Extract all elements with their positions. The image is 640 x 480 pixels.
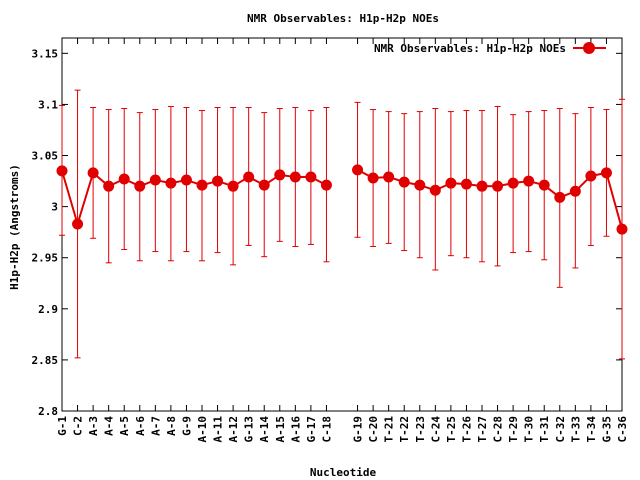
series-line-segment [76,172,95,225]
data-point [149,174,161,186]
x-tick-label: G-9 [180,416,193,436]
data-point [352,164,364,176]
x-tick-label: T-34 [585,416,598,443]
y-tick-label: 3.05 [32,150,59,163]
x-tick-label: T-22 [398,416,411,443]
data-point [56,165,68,177]
x-tick-label: T-27 [476,416,489,443]
series-line-segment [605,172,623,230]
x-tick-label: A-15 [274,416,287,443]
plot-area [61,37,623,412]
series-line-segment [61,170,79,225]
data-point [429,184,441,196]
x-tick-label: T-33 [569,416,582,443]
x-tick-label: G-13 [243,416,256,443]
y-tick-label: 2.85 [32,354,59,367]
x-tick-label: G-17 [305,416,318,443]
x-tick-label: A-12 [227,416,240,443]
error-bars [59,89,625,360]
data-point [554,191,566,203]
data-point [569,185,581,197]
data-point [585,170,597,182]
data-point [196,179,208,191]
data-point [476,180,488,192]
y-tick-label: 3.15 [32,47,59,60]
x-tick-label: T-31 [538,416,551,443]
data-point [243,171,255,183]
data-point [383,171,395,183]
x-tick-label: G-35 [600,416,613,443]
x-tick-label: C-2 [72,416,85,436]
data-point [445,177,457,189]
data-point [87,167,99,179]
axis-ticks [61,38,623,412]
x-tick-labels: G-1 C-2 A-3 A-4 A-5 A-6 A-7 A-8 G-9 A-10 A-11 A-12 G… [56,416,629,443]
data-point [118,173,130,185]
legend: NMR Observables: H1p-H2p NOEs [374,42,606,55]
x-tick-label: T-25 [445,416,458,443]
x-tick-label: A-14 [258,416,271,443]
x-tick-label: C-20 [367,416,380,443]
x-tick-label: C-32 [554,416,567,443]
data-point [398,176,410,188]
x-tick-label: T-21 [383,416,396,443]
data-point [134,180,146,192]
y-tick-label: 2.95 [32,252,59,265]
data-point [460,178,472,190]
x-tick-label: G-1 [56,416,69,436]
y-tick-label: 3 [51,201,58,214]
data-point [180,174,192,186]
data-point [212,175,224,187]
data-point [289,171,301,183]
x-tick-label: T-30 [523,416,536,443]
data-points [56,164,628,235]
series-lines [61,168,623,230]
data-point [274,169,286,181]
data-point [414,179,426,191]
data-point [103,180,115,192]
x-tick-label: A-5 [118,416,131,436]
x-tick-label: G-19 [352,416,365,443]
y-tick-labels: 2.8 2.85 2.9 2.95 3 3.05 3.1 3.15 [32,47,59,418]
x-tick-label: A-6 [134,416,147,436]
data-point [165,177,177,189]
x-tick-label: T-23 [414,416,427,443]
x-tick-label: T-29 [507,416,520,443]
y-axis-title: H1p-H2p (Angstroms) [8,164,21,290]
x-tick-label: C-28 [492,416,505,443]
y-tick-label: 2.9 [38,303,58,316]
y-tick-label: 2.8 [38,405,58,418]
x-tick-label: C-36 [616,416,629,443]
data-point [258,179,270,191]
x-tick-label: T-26 [460,416,473,443]
data-point [538,179,550,191]
x-tick-label: A-10 [196,416,209,443]
x-tick-label: A-8 [165,416,178,436]
chart-title: NMR Observables: H1p-H2p NOEs [247,12,439,25]
x-tick-label: A-7 [149,416,162,436]
data-point [492,180,504,192]
data-point [72,218,84,230]
data-point [305,171,317,183]
data-point [507,177,519,189]
data-point [600,167,612,179]
x-tick-label: C-18 [320,416,333,443]
data-point [616,223,628,235]
x-tick-label: A-16 [289,416,302,443]
x-tick-label: A-3 [87,416,100,436]
legend-label: NMR Observables: H1p-H2p NOEs [374,42,566,55]
data-point [523,175,535,187]
x-tick-label: A-11 [212,416,225,443]
x-axis-title: Nucleotide [310,466,377,479]
y-tick-label: 3.1 [38,98,58,111]
data-point [227,180,239,192]
x-tick-label: C-24 [429,416,442,443]
x-tick-label: A-4 [103,416,116,436]
data-point [320,179,332,191]
data-point [367,172,379,184]
legend-marker [583,42,595,54]
plot-frame [61,37,623,412]
